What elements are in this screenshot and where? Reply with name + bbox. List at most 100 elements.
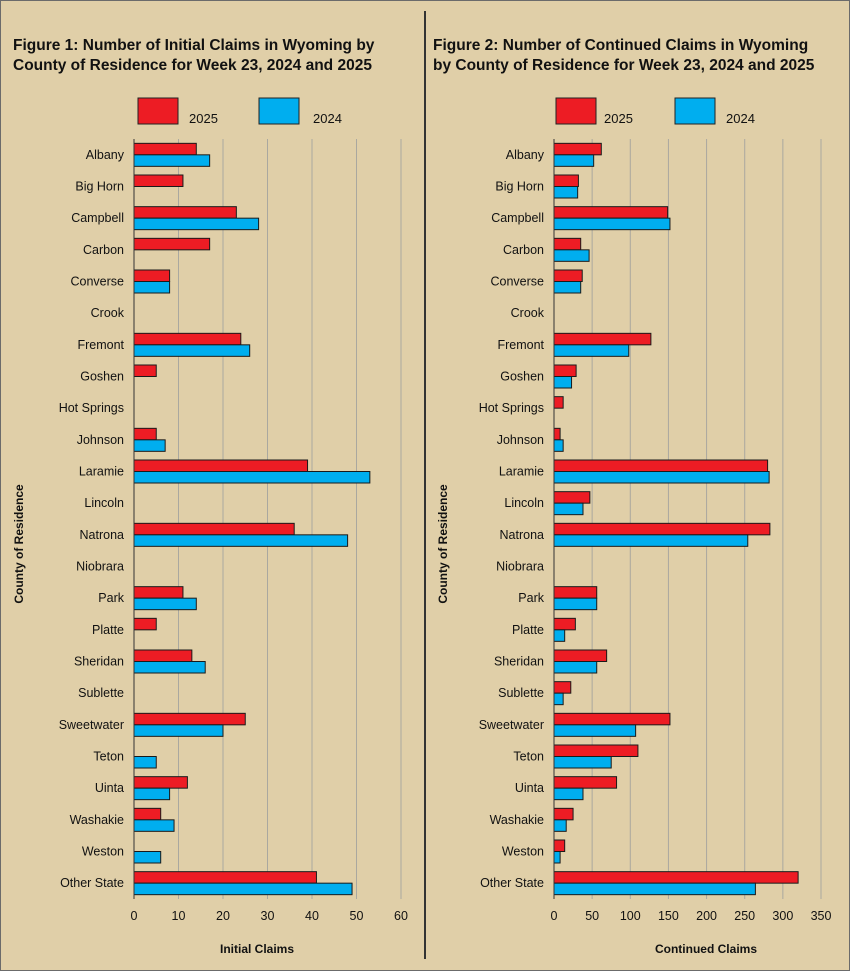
legend-swatch — [258, 97, 300, 125]
bar-2024-other-state — [133, 882, 353, 896]
bar-2025-laramie — [553, 459, 769, 472]
category-label: Laramie — [79, 465, 124, 479]
x-tick-label: 250 — [734, 909, 755, 923]
bar-2025-lincoln — [553, 491, 591, 504]
category-label: Fremont — [77, 338, 124, 352]
bar-2025-goshen — [553, 364, 577, 377]
bar-2024-lincoln — [553, 502, 584, 516]
category-label: Goshen — [80, 370, 124, 384]
bar-2025-converse — [553, 269, 583, 282]
category-label: Campbell — [71, 211, 124, 225]
bar-2024-fremont — [553, 344, 630, 357]
legend-swatch — [555, 97, 597, 125]
bar-2024-johnson — [133, 439, 166, 452]
category-label: Hot Springs — [479, 401, 544, 415]
bar-2024-albany — [133, 154, 211, 167]
x-tick-label: 300 — [772, 909, 793, 923]
x-axis-label: Initial Claims — [220, 942, 294, 956]
bar-2025-natrona — [553, 522, 771, 536]
x-tick-label: 50 — [585, 909, 599, 923]
bar-2025-teton — [553, 744, 639, 757]
bar-2024-teton — [553, 756, 612, 769]
x-tick-label: 60 — [394, 909, 408, 923]
bar-2025-fremont — [553, 332, 652, 346]
legend-label: 2024 — [313, 111, 342, 126]
category-label: Carbon — [83, 243, 124, 257]
bar-2024-campbell — [553, 217, 671, 231]
category-label: Campbell — [491, 211, 544, 225]
category-label: Park — [518, 591, 544, 605]
bar-2024-johnson — [553, 439, 564, 452]
bar-2024-washakie — [553, 819, 567, 832]
x-tick-label: 10 — [172, 909, 186, 923]
bar-2024-goshen — [553, 376, 573, 389]
category-label: Weston — [502, 845, 544, 859]
bar-2024-big-horn — [553, 186, 579, 199]
category-label: Crook — [91, 306, 125, 320]
category-label: Johnson — [497, 433, 544, 447]
category-label: Carbon — [503, 243, 544, 257]
category-label: Goshen — [500, 370, 544, 384]
bar-2025-platte — [553, 617, 576, 631]
category-label: Other State — [60, 876, 124, 890]
category-label: Fremont — [497, 338, 544, 352]
bar-2025-sheridan — [133, 649, 193, 662]
x-tick-label: 350 — [811, 909, 832, 923]
bar-2025-park — [553, 586, 598, 599]
category-label: Uinta — [515, 781, 544, 795]
chart-title-line: County of Residence for Week 23, 2024 an… — [13, 57, 372, 74]
y-axis-label: County of Residence — [12, 484, 26, 604]
chart-title-line: Figure 1: Number of Initial Claims in Wy… — [13, 37, 375, 54]
legend-label: 2025 — [604, 111, 633, 126]
bar-2025-sweetwater — [133, 712, 246, 726]
bar-2025-carbon — [553, 237, 582, 251]
x-tick-label: 0 — [131, 909, 138, 923]
legend-swatch — [137, 97, 179, 125]
bar-2025-fremont — [133, 332, 242, 346]
bar-2024-laramie — [133, 471, 371, 484]
category-label: Niobrara — [76, 560, 124, 574]
bar-2025-carbon — [133, 237, 211, 251]
category-label: Teton — [513, 750, 544, 764]
category-label: Weston — [82, 845, 124, 859]
bar-2024-campbell — [133, 217, 260, 231]
x-tick-label: 30 — [261, 909, 275, 923]
category-label: Johnson — [77, 433, 124, 447]
bar-2024-albany — [553, 154, 595, 167]
x-axis-label: Continued Claims — [655, 942, 757, 956]
bar-2025-albany — [133, 142, 197, 156]
category-label: Albany — [86, 148, 125, 162]
bar-2025-park — [133, 586, 184, 599]
bar-2025-sublette — [553, 681, 572, 694]
bar-2025-washakie — [553, 807, 574, 821]
bar-2025-hot-springs — [553, 396, 564, 409]
bar-2025-goshen — [133, 364, 157, 377]
category-label: Hot Springs — [59, 401, 124, 415]
x-tick-label: 20 — [216, 909, 230, 923]
category-label: Sheridan — [494, 655, 544, 669]
bar-2025-washakie — [133, 807, 162, 821]
bar-2025-campbell — [133, 206, 237, 219]
category-label: Natrona — [500, 528, 545, 542]
category-label: Washakie — [70, 813, 124, 827]
bar-2024-uinta — [553, 787, 584, 801]
bar-2024-converse — [133, 281, 171, 294]
panel-divider — [424, 11, 426, 959]
bar-2024-natrona — [133, 534, 349, 547]
bar-2025-big-horn — [553, 174, 579, 187]
bar-2024-sheridan — [553, 661, 598, 674]
bar-2024-other-state — [553, 882, 756, 896]
category-label: Lincoln — [84, 496, 124, 510]
legend-swatch — [674, 97, 716, 125]
x-tick-label: 0 — [551, 909, 558, 923]
category-label: Park — [98, 591, 124, 605]
category-label: Platte — [92, 623, 124, 637]
bar-2024-converse — [553, 281, 582, 294]
bar-2025-johnson — [133, 427, 157, 441]
bar-2025-weston — [553, 839, 566, 852]
bar-2025-converse — [133, 269, 171, 282]
bar-2025-other-state — [553, 871, 799, 884]
bar-2024-laramie — [553, 471, 770, 484]
